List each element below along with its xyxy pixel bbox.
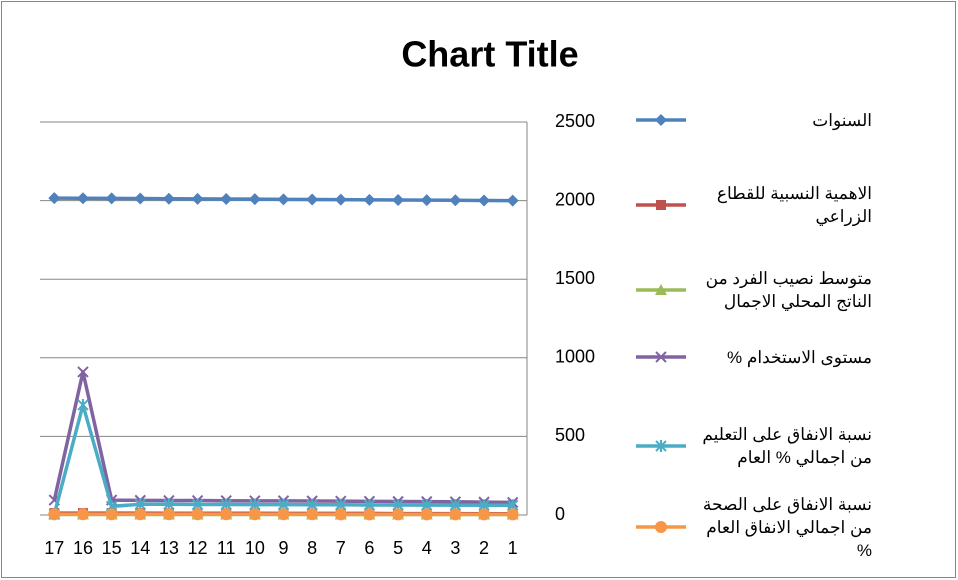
x-tick-label: 12 xyxy=(188,538,208,558)
marker xyxy=(191,508,204,521)
marker xyxy=(77,398,89,411)
legend-label: السنوات xyxy=(812,110,872,130)
x-tick-label: 16 xyxy=(73,538,93,558)
marker xyxy=(220,193,233,206)
marker xyxy=(76,192,89,205)
marker xyxy=(449,194,462,207)
legend-item: نسبة الانفاق على التعليم من اجمالي % الع… xyxy=(630,423,880,469)
legend-label: متوسط نصيب الفرد من الناتج المحلي الاجما… xyxy=(705,269,872,311)
x-tick-label: 4 xyxy=(422,538,432,558)
y-tick-label: 2500 xyxy=(555,111,595,131)
y-tick-label: 500 xyxy=(555,425,585,445)
x-tick-label: 15 xyxy=(102,538,122,558)
marker xyxy=(392,508,405,521)
x-tick-label: 9 xyxy=(278,538,288,558)
marker xyxy=(248,508,261,521)
x-tick-label: 17 xyxy=(44,538,64,558)
marker xyxy=(656,200,666,210)
marker xyxy=(277,193,290,206)
marker xyxy=(162,508,175,521)
y-tick-label: 2000 xyxy=(555,189,595,209)
y-tick-label: 1500 xyxy=(555,268,595,288)
marker xyxy=(48,192,61,205)
marker xyxy=(363,508,376,521)
x-tick-label: 10 xyxy=(245,538,265,558)
marker xyxy=(334,508,347,521)
marker xyxy=(248,193,261,206)
legend-label: الاهمية النسبية للقطاع الزراعي xyxy=(716,184,872,226)
legend-label: نسبة الانفاق على الصحة من اجمالي الانفاق… xyxy=(702,494,872,560)
legend-swatch xyxy=(636,351,686,363)
marker xyxy=(420,194,433,207)
x-tick-label: 2 xyxy=(479,538,489,558)
marker xyxy=(191,192,204,205)
marker xyxy=(655,440,667,452)
legend-swatch xyxy=(636,521,686,533)
legend-label: مستوى الاستخدام % xyxy=(727,347,872,367)
x-tick-label: 7 xyxy=(336,538,346,558)
marker xyxy=(506,508,519,521)
marker xyxy=(105,508,118,521)
marker xyxy=(449,508,462,521)
marker xyxy=(655,351,667,363)
marker xyxy=(478,194,491,207)
marker xyxy=(277,508,290,521)
legend-swatch xyxy=(636,440,686,452)
marker xyxy=(306,193,319,206)
marker xyxy=(105,192,118,205)
marker xyxy=(392,193,405,206)
marker xyxy=(334,193,347,206)
legend-item: مستوى الاستخدام % xyxy=(630,334,880,380)
x-tick-label: 6 xyxy=(364,538,374,558)
x-tick-label: 14 xyxy=(130,538,150,558)
legend-swatch xyxy=(636,114,686,126)
marker xyxy=(162,192,175,205)
marker xyxy=(77,366,89,378)
marker xyxy=(220,508,233,521)
marker xyxy=(134,192,147,205)
marker xyxy=(76,508,89,521)
marker xyxy=(48,508,61,521)
legend-swatch xyxy=(636,284,686,295)
x-tick-label: 8 xyxy=(307,538,317,558)
y-tick-label: 0 xyxy=(555,504,565,524)
marker xyxy=(655,284,667,295)
legend-item: السنوات xyxy=(630,97,880,143)
marker xyxy=(478,508,491,521)
legend-item: الاهمية النسبية للقطاع الزراعي xyxy=(630,182,880,228)
legend-item: متوسط نصيب الفرد من الناتج المحلي الاجما… xyxy=(630,267,880,313)
marker xyxy=(363,193,376,206)
legend-swatch xyxy=(636,200,686,210)
x-tick-label: 13 xyxy=(159,538,179,558)
marker xyxy=(134,508,147,521)
marker xyxy=(655,521,667,533)
x-tick-label: 3 xyxy=(450,538,460,558)
marker xyxy=(306,508,319,521)
x-tick-label: 11 xyxy=(217,538,236,558)
legend-label: نسبة الانفاق على التعليم من اجمالي % الع… xyxy=(702,425,872,467)
chart-title: Chart Title xyxy=(401,34,578,75)
marker xyxy=(420,508,433,521)
marker xyxy=(506,194,519,207)
x-tick-label: 1 xyxy=(508,538,518,558)
x-tick-label: 5 xyxy=(393,538,403,558)
marker xyxy=(655,114,667,126)
legend-item: نسبة الانفاق على الصحة من اجمالي الانفاق… xyxy=(630,495,880,560)
y-tick-label: 1000 xyxy=(555,347,595,367)
